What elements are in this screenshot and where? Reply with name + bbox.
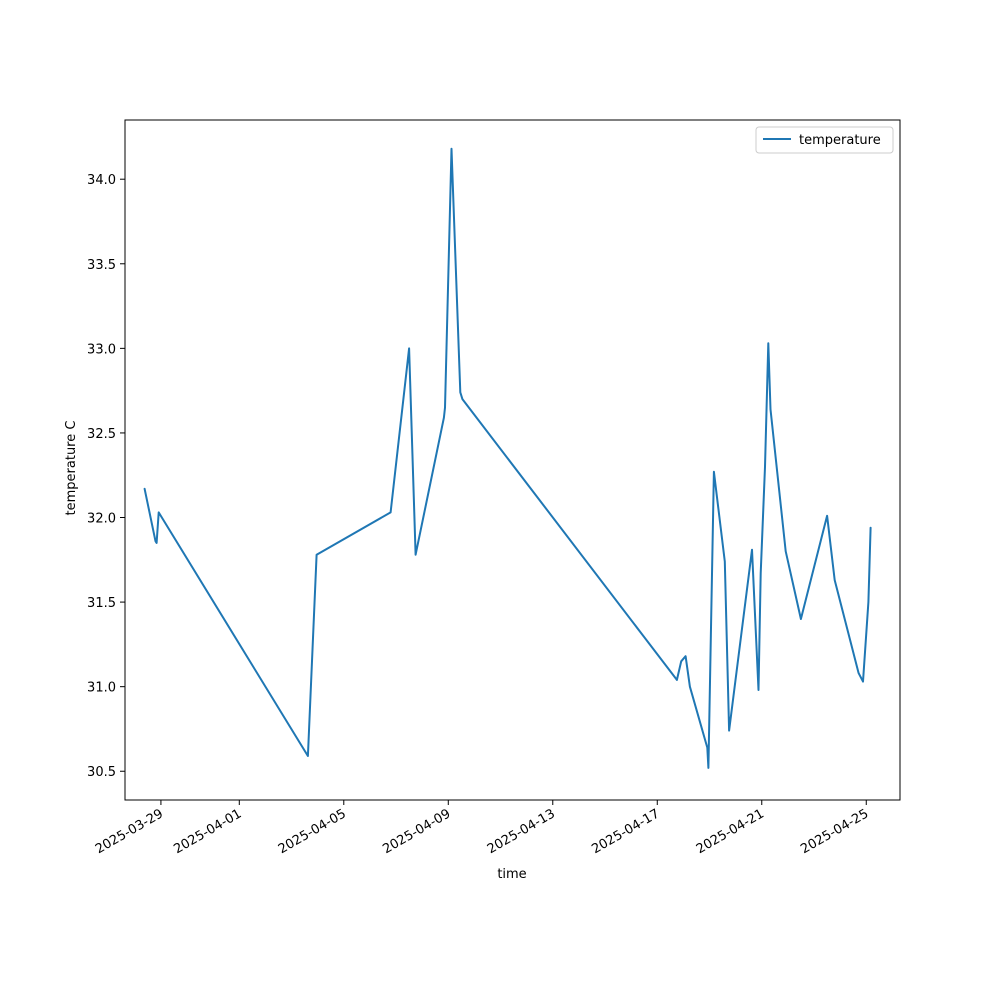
- legend-box: [755, 126, 894, 154]
- y-tick-label: 31.5: [87, 596, 116, 611]
- x-axis-label: time: [497, 867, 526, 882]
- y-tick-label: 34.0: [87, 173, 116, 188]
- y-tick-label: 32.5: [87, 427, 116, 442]
- y-tick-label: 33.5: [87, 258, 116, 273]
- legend-label: temperature: [799, 133, 881, 148]
- y-tick-label: 32.0: [87, 512, 116, 527]
- plot-frame: [124, 119, 901, 801]
- series-layer: [143, 147, 872, 769]
- y-tick-label: 30.5: [87, 765, 116, 780]
- y-tick-label: 31.0: [87, 681, 116, 696]
- y-axis-label: temperature C: [64, 421, 79, 516]
- legend: temperature: [755, 126, 894, 154]
- y-tick-label: 33.0: [87, 342, 116, 357]
- temperature-series-line: [143, 147, 872, 769]
